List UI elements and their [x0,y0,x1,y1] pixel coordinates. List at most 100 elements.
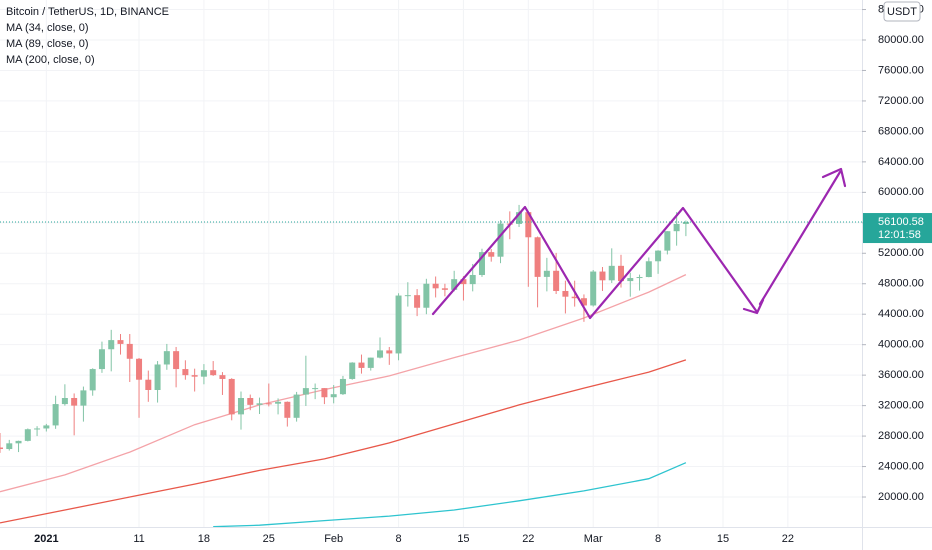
candle-body [145,379,152,390]
candle-body [173,351,180,370]
y-tick-label: 36000.00 [878,369,924,381]
legend-item: MA (34, close, 0) [6,22,89,34]
candle-body [237,397,244,415]
candle-body [395,295,402,354]
candle-body [627,278,634,282]
candle-body [210,370,217,376]
candle-body [451,279,458,290]
candle-body [302,388,309,395]
y-tick-label: 24000.00 [878,460,924,472]
x-tick-label: 18 [198,533,210,545]
candle-body [608,265,615,281]
currency-label[interactable]: USDT [887,6,917,18]
candle-body [182,369,189,376]
candle-body [423,283,430,308]
candle-body [516,212,523,224]
drawing [431,167,847,320]
candle-body [562,290,569,297]
candle-body [655,250,662,262]
y-tick-label: 64000.00 [878,156,924,168]
candle-body [358,362,365,368]
y-tick-label: 76000.00 [878,64,924,76]
candle-body [525,212,532,238]
candle-body [24,429,31,441]
grid [0,0,862,527]
moving-average-line [213,462,687,527]
arrow-head [821,167,847,188]
y-tick-label: 44000.00 [878,308,924,320]
candle-body [256,403,263,405]
candle-body [571,296,578,299]
y-tick-label: 40000.00 [878,339,924,351]
candle-body [543,270,550,277]
candle-body [163,351,170,365]
legend-item: MA (89, close, 0) [6,38,89,50]
candle-body [108,340,115,350]
candle-body [293,394,300,418]
last-price-box [863,213,932,244]
x-tick-label: 11 [133,533,144,545]
x-tick-label: 2021 [34,533,58,545]
candle-body [136,358,143,380]
candle-body [0,447,3,450]
candle-body [6,443,13,450]
candle-body [599,271,606,281]
candle-body [312,388,319,390]
candle-body [89,369,96,391]
y-tick-label: 48000.00 [878,278,924,290]
candle-body [200,370,207,377]
y-tick-label: 80000.00 [878,34,924,46]
x-tick-label: 15 [717,533,729,545]
candle-body [534,237,541,277]
candle-body [80,390,87,406]
candle-body [478,252,485,275]
candle-body [191,375,198,377]
legend-item: MA (200, close, 0) [6,54,95,66]
candle-body [247,397,254,405]
x-tick-label: 8 [655,533,661,545]
candle-body [15,440,22,444]
candle-body [265,403,272,405]
candle-body [339,378,346,395]
candle-body [404,295,411,297]
candle-body [636,277,643,279]
x-tick-label: Mar [584,533,603,545]
candle-body [34,428,41,430]
candle-body [284,401,291,418]
countdown-label: 12:01:58 [878,229,921,241]
candle-body [154,364,161,390]
candle-body [228,378,235,415]
x-tick-label: 15 [457,533,469,545]
candle-body [590,271,597,306]
candle-body [219,375,226,379]
currency-box[interactable] [883,1,921,22]
moving-average-line [0,359,687,524]
candle-body [432,283,439,289]
candle-body [580,298,587,306]
candle-body [98,349,105,370]
candle-body [618,265,625,282]
plot-area [0,204,862,527]
candle-body [367,357,374,368]
x-tick-label: 22 [782,533,794,545]
arrow-line [758,170,842,306]
y-tick-label: 52000.00 [878,247,924,259]
y-tick-label: 20000.00 [878,491,924,503]
candle-body [321,388,328,398]
candle-body [61,397,68,405]
y-tick-label: 68000.00 [878,125,924,137]
candle-body [126,343,133,359]
candle-body [460,279,467,285]
candle-body [645,261,652,278]
candle-body [497,223,504,257]
candle-body [664,231,671,251]
x-tick-label: 25 [263,533,275,545]
x-tick-label: 22 [522,533,534,545]
candle-body [469,274,476,285]
candle-body [349,362,356,379]
candle-body [71,397,78,406]
y-tick-label: 32000.00 [878,400,924,412]
candle-body [275,401,282,404]
candle-body [553,270,560,291]
